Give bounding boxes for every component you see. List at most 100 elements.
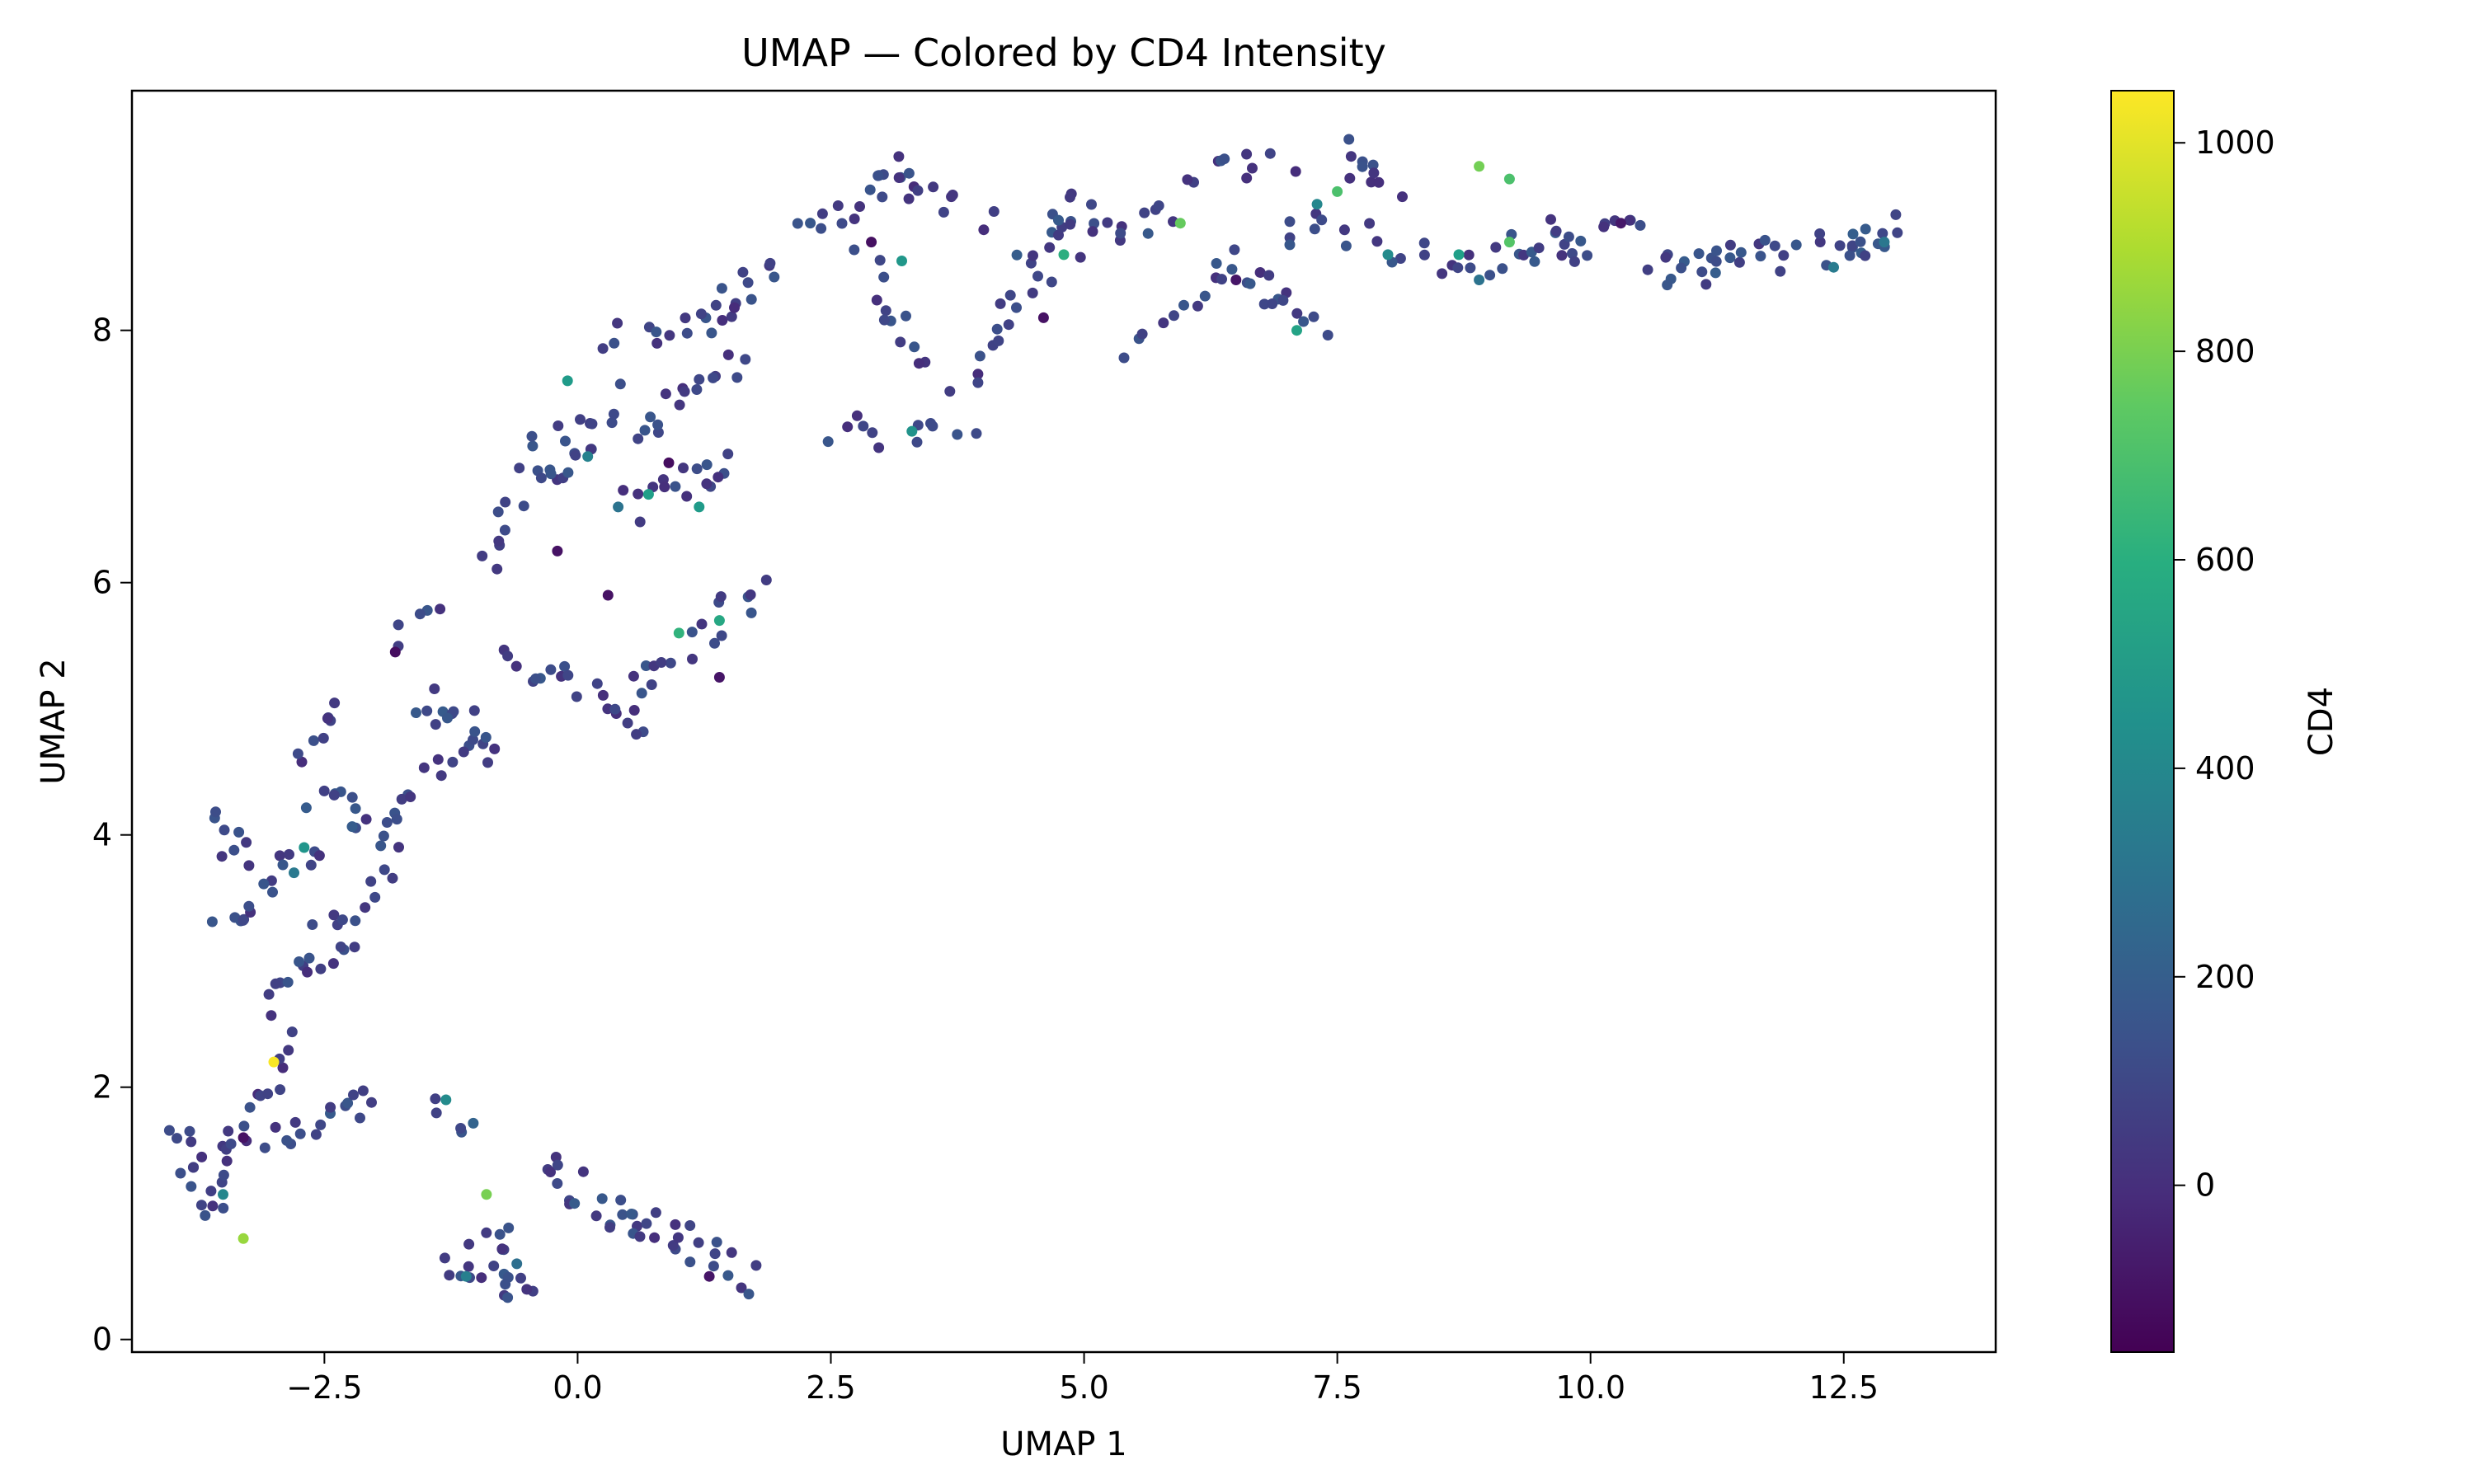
scatter-point <box>1182 174 1193 186</box>
scatter-point <box>681 327 693 339</box>
scatter-point <box>1290 166 1301 177</box>
scatter-point <box>1759 234 1771 246</box>
scatter-point <box>590 1210 602 1222</box>
scatter-point <box>1345 151 1357 162</box>
scatter-point <box>1465 262 1476 274</box>
scatter-point <box>552 1159 563 1171</box>
scatter-point <box>455 1123 467 1134</box>
scatter-point <box>175 1167 186 1179</box>
scatter-point <box>604 1222 615 1233</box>
chart-title: UMAP — Colored by CD4 Intensity <box>741 31 1386 75</box>
scatter-point <box>381 817 393 828</box>
scatter-point <box>1452 262 1464 274</box>
y-tick-label: 8 <box>92 312 112 349</box>
scatter-point <box>903 193 915 204</box>
scatter-point <box>651 337 663 349</box>
scatter-point <box>552 1178 563 1189</box>
scatter-point <box>184 1125 195 1137</box>
scatter-point <box>577 1166 589 1177</box>
scatter-point <box>613 501 624 513</box>
scatter-point <box>1474 275 1485 285</box>
scatter-point <box>360 814 372 825</box>
scatter-point <box>628 670 639 682</box>
scatter-point <box>492 506 504 518</box>
scatter-point <box>346 791 358 803</box>
scatter-point <box>1769 240 1780 251</box>
scatter-point <box>995 298 1006 309</box>
scatter-point <box>379 864 390 876</box>
scatter-point <box>1230 275 1242 285</box>
scatter-point <box>1474 161 1485 172</box>
scatter-point <box>652 419 664 430</box>
scatter-point <box>1192 300 1203 312</box>
colorbar: 0 200 400 600 800 1000 CD4 <box>2110 90 2340 1353</box>
scatter-point <box>283 1045 294 1056</box>
scatter-point <box>329 697 341 709</box>
scatter-point <box>1575 235 1587 247</box>
scatter-point <box>1846 240 1858 251</box>
scatter-point <box>570 449 581 461</box>
scatter-point <box>444 1270 455 1281</box>
scatter-point <box>1065 191 1075 203</box>
scatter-point <box>244 1101 256 1113</box>
scatter-point <box>972 377 984 388</box>
scatter-point <box>1046 276 1057 288</box>
scatter-point <box>1053 214 1064 226</box>
scatter-point <box>1343 134 1355 145</box>
scatter-point <box>1011 302 1022 313</box>
scatter-point <box>1174 218 1186 229</box>
scatter-point <box>991 323 1003 335</box>
scatter-point <box>521 1284 533 1295</box>
scatter-point <box>350 915 361 927</box>
scatter-point <box>1087 226 1098 237</box>
scatter-point <box>430 719 441 730</box>
scatter-point <box>1503 237 1515 248</box>
plot-frame <box>130 89 1997 1354</box>
scatter-point <box>606 417 618 429</box>
x-tick-label: 0.0 <box>553 1369 602 1406</box>
scatter-point <box>393 842 404 853</box>
scatter-point <box>696 618 708 630</box>
scatter-point <box>553 420 564 431</box>
scatter-point <box>906 425 918 437</box>
scatter-point <box>488 1261 500 1271</box>
scatter-point <box>684 1256 696 1268</box>
scatter-point <box>1382 249 1394 261</box>
scatter-point <box>1879 237 1890 248</box>
scatter-point <box>944 386 956 397</box>
scatter-point <box>938 206 949 218</box>
scatter-point <box>281 1134 293 1146</box>
scatter-point <box>1291 325 1302 336</box>
scatter-point <box>659 481 670 493</box>
scatter-point <box>318 785 330 796</box>
scatter-point <box>442 712 453 724</box>
scatter-point <box>463 1238 475 1250</box>
scatter-point <box>1634 219 1646 231</box>
scatter-point <box>670 481 681 492</box>
scatter-point <box>1724 239 1736 251</box>
scatter-point <box>609 703 621 715</box>
scatter-point <box>854 201 865 212</box>
scatter-point <box>596 1193 608 1205</box>
scatter-point <box>514 463 525 474</box>
scatter-point <box>221 1155 233 1167</box>
scatter-point <box>1199 290 1211 302</box>
scatter-point <box>722 448 734 460</box>
scatter-point <box>1463 249 1475 261</box>
scatter-point <box>355 1112 365 1124</box>
scatter-point <box>292 748 303 759</box>
scatter-point <box>266 1010 277 1021</box>
scatter-point <box>575 414 586 425</box>
scatter-point <box>1364 218 1376 229</box>
scatter-point <box>207 1200 219 1212</box>
scatter-point <box>562 669 574 681</box>
scatter-point <box>667 1240 679 1252</box>
scatter-point <box>1733 256 1745 268</box>
scatter-point <box>867 427 878 439</box>
scatter-point <box>695 308 707 320</box>
scatter-point <box>270 1121 281 1133</box>
scatter-point <box>656 657 667 668</box>
scatter-point <box>296 756 308 768</box>
scatter-point <box>305 859 317 871</box>
scatter-point <box>458 746 469 758</box>
